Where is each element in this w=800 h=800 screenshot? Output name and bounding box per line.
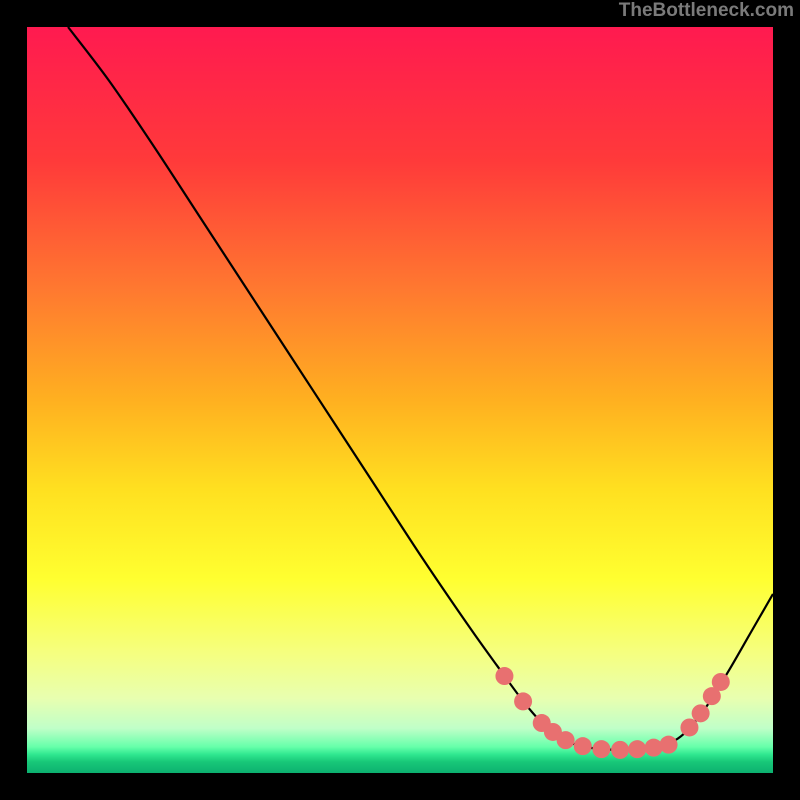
marker-dot bbox=[592, 740, 610, 758]
marker-dot bbox=[645, 739, 663, 757]
marker-dot bbox=[712, 673, 730, 691]
marker-dot bbox=[692, 704, 710, 722]
marker-dot bbox=[495, 667, 513, 685]
marker-dot bbox=[514, 692, 532, 710]
marker-dot bbox=[680, 718, 698, 736]
marker-dot bbox=[557, 731, 575, 749]
marker-dot bbox=[660, 736, 678, 754]
attribution-text: TheBottleneck.com bbox=[619, 0, 794, 22]
heatmap-gradient bbox=[27, 27, 773, 773]
marker-dot bbox=[611, 741, 629, 759]
chart-svg bbox=[27, 27, 773, 773]
marker-dot bbox=[574, 737, 592, 755]
marker-dot bbox=[628, 740, 646, 758]
bottleneck-chart bbox=[27, 27, 773, 773]
